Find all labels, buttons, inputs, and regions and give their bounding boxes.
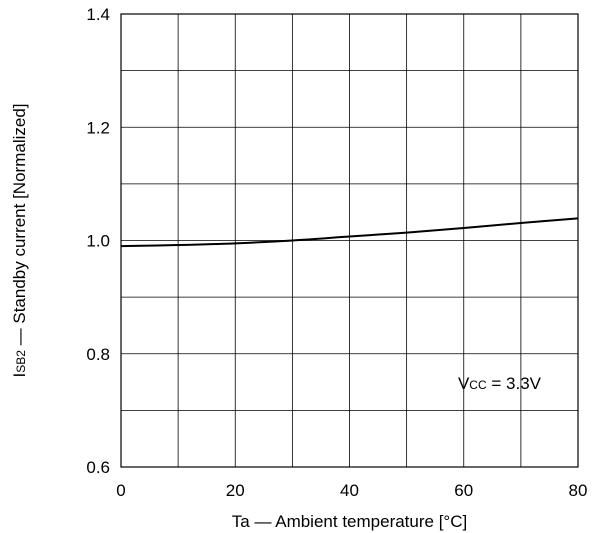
y-tick-label: 0.6 (86, 458, 110, 477)
grid (121, 14, 578, 467)
x-tick-label: 20 (226, 481, 245, 500)
x-axis-label: Ta — Ambient temperature [°C] (232, 512, 467, 531)
series-line (120, 217, 579, 248)
x-tick-label: 0 (116, 481, 125, 500)
y-tick-label: 1.0 (86, 232, 110, 251)
plot-frame (120, 13, 579, 468)
y-tick-labels: 0.6 0.8 1.0 1.2 1.4 (86, 5, 110, 477)
y-axis-label: ISB2 — Standby current [Normalized] (10, 103, 29, 377)
y-tick-label: 1.2 (86, 118, 110, 137)
x-tick-label: 60 (454, 481, 473, 500)
x-tick-labels: 0 20 40 60 80 (116, 481, 587, 500)
y-tick-label: 0.8 (86, 345, 110, 364)
x-tick-label: 40 (340, 481, 359, 500)
vcc-annotation: VCC = 3.3V (458, 374, 542, 393)
x-tick-label: 80 (569, 481, 588, 500)
y-tick-label: 1.4 (86, 5, 110, 24)
